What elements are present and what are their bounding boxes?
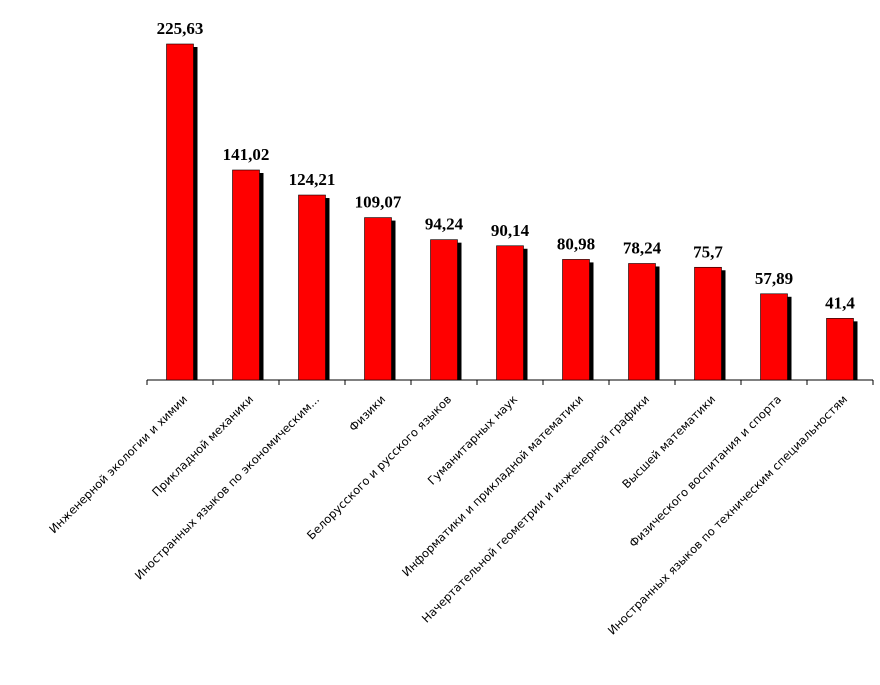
bar	[298, 194, 326, 381]
value-label: 78,24	[623, 238, 662, 257]
x-tick-label: Белорусского и русского языков	[304, 392, 454, 542]
bar	[496, 245, 524, 381]
value-label: 41,4	[825, 293, 855, 312]
bar	[826, 318, 854, 381]
value-label: 124,21	[289, 170, 336, 189]
bar	[232, 169, 260, 381]
value-label: 80,98	[557, 234, 595, 253]
value-label: 57,89	[755, 269, 793, 288]
bar	[430, 239, 458, 381]
bar	[562, 259, 590, 381]
x-tick-label: Иностранных языков по техническим специа…	[605, 392, 850, 637]
bar	[760, 293, 788, 381]
x-tick-label: Физики	[346, 392, 388, 434]
bar	[628, 263, 656, 381]
x-tick-label: Начертательной геометрии и инженерной гр…	[419, 392, 652, 625]
value-label: 94,24	[425, 215, 464, 234]
value-label: 141,02	[223, 145, 270, 164]
value-label: 90,14	[491, 221, 530, 240]
x-tick-label: Инженерной экологии и химии	[46, 392, 190, 536]
bar	[694, 266, 722, 381]
value-label: 109,07	[355, 193, 402, 212]
bar	[166, 43, 194, 381]
value-label: 75,7	[693, 242, 723, 261]
bar	[364, 217, 392, 381]
value-label: 225,63	[157, 19, 204, 38]
